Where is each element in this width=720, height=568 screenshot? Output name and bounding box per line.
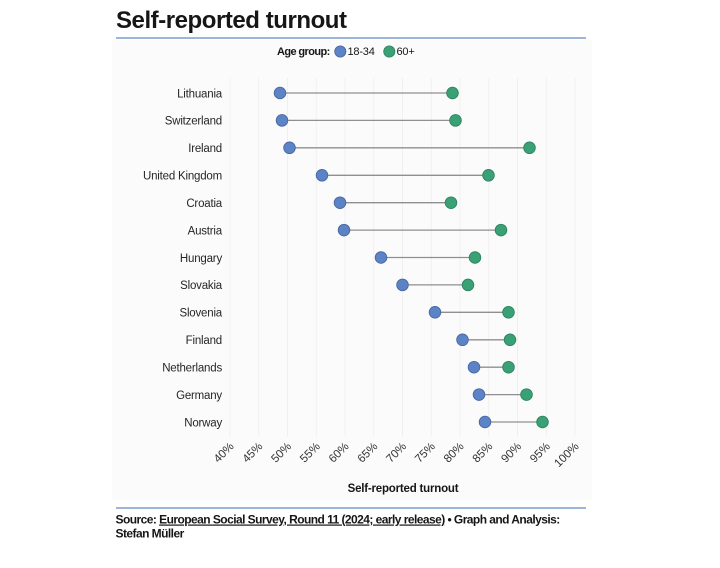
svg-text:Stefan Müller: Stefan Müller <box>116 527 185 541</box>
svg-text:Croatia: Croatia <box>186 198 222 210</box>
svg-text:Source: European Social Survey: Source: European Social Survey, Round 11… <box>116 513 560 527</box>
svg-text:Finland: Finland <box>186 335 222 347</box>
svg-text:Age group:: Age group: <box>277 46 330 58</box>
svg-text:Self-reported turnout: Self-reported turnout <box>348 483 459 495</box>
svg-text:Lithuania: Lithuania <box>177 88 223 100</box>
svg-text:Hungary: Hungary <box>180 253 223 265</box>
svg-text:Self-reported turnout: Self-reported turnout <box>116 7 347 34</box>
svg-text:18-34: 18-34 <box>348 46 375 58</box>
svg-text:United Kingdom: United Kingdom <box>143 171 222 183</box>
svg-text:Ireland: Ireland <box>188 143 222 155</box>
svg-text:Slovenia: Slovenia <box>179 308 222 320</box>
svg-text:60+: 60+ <box>397 46 415 58</box>
svg-text:Slovakia: Slovakia <box>180 280 223 292</box>
svg-text:Germany: Germany <box>176 390 222 402</box>
svg-text:Switzerland: Switzerland <box>165 116 222 128</box>
svg-text:Norway: Norway <box>184 417 222 429</box>
svg-text:Netherlands: Netherlands <box>162 363 222 375</box>
svg-text:Austria: Austria <box>188 225 223 237</box>
